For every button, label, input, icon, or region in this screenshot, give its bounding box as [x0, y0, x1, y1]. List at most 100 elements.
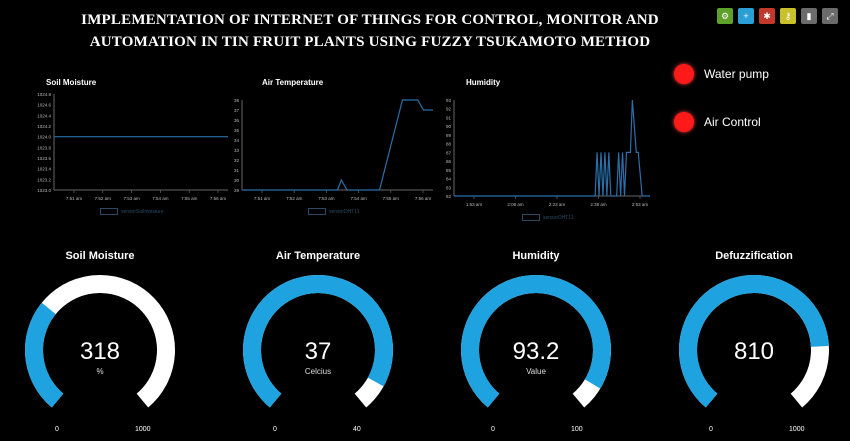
humidity-gauge: Humidity 93.2 Value 0 100: [446, 250, 626, 440]
y-tick-label: 30: [234, 178, 240, 183]
gauge-fill: [461, 275, 611, 408]
key-icon[interactable]: ⚷: [780, 8, 796, 24]
y-tick-label: 1024.8: [37, 92, 51, 97]
y-tick-label: 1024.2: [37, 124, 51, 129]
x-tick-label: 2:23 am: [549, 202, 566, 207]
gauge-min-label: 0: [273, 426, 277, 433]
settings-icon[interactable]: ✱: [759, 8, 775, 24]
chart-plot: 1024.8 1024.6 1024.4 1024.2 1024.0 1023.8 1023…: [37, 92, 228, 201]
gauge-fill: [25, 302, 64, 408]
gauge-fill: [243, 275, 393, 408]
gauge-max-label: 100: [571, 426, 583, 433]
gauge-value: 37: [304, 338, 332, 365]
y-tick-label: 1024.6: [37, 103, 51, 108]
x-tick-label: 7:56 am: [210, 196, 227, 201]
gauge-value: 318: [79, 338, 121, 365]
legend-label: sensorDHT11: [329, 208, 360, 215]
y-tick-label: 1023.6: [37, 156, 51, 161]
gauge-min-label: 0: [709, 426, 713, 433]
y-tick-label: 32: [234, 158, 240, 163]
legend-swatch: [100, 208, 118, 215]
gauge-max-label: 40: [353, 426, 361, 433]
x-tick-label: 1:53 am: [466, 202, 483, 207]
gauge-dial: [461, 275, 611, 408]
y-tick-label: 35: [234, 128, 240, 133]
humidity-chart-title: Humidity: [466, 78, 501, 87]
gauge-unit: Value: [526, 367, 546, 376]
water-pump-indicator: [674, 64, 694, 84]
y-tick-label: 87: [446, 150, 452, 155]
y-tick-label: 1023.8: [37, 145, 51, 150]
air-temperature-gauge: Air Temperature 37 Celcius 0 40: [228, 250, 408, 440]
gauge-title: Soil Moisture: [65, 250, 135, 262]
y-tick-label: 38: [234, 98, 240, 103]
y-tick-label: 34: [234, 138, 240, 143]
y-tick-label: 1024.4: [37, 113, 51, 118]
gauge-title: Humidity: [512, 250, 560, 262]
gauge-max-label: 1000: [789, 426, 805, 433]
y-tick-label: 1023.0: [37, 188, 51, 193]
air-control-status: Air Control: [674, 112, 761, 132]
y-tick-label: 91: [446, 115, 452, 120]
plus-icon[interactable]: +: [738, 8, 754, 24]
x-tick-label: 7:51 am: [254, 196, 271, 201]
gauge-max-label: 1000: [135, 426, 151, 433]
gauge-dial: [25, 275, 175, 408]
x-tick-label: 2:38 am: [590, 202, 607, 207]
series-line: [242, 99, 433, 191]
gear-icon[interactable]: ⚙: [717, 8, 733, 24]
chart-legend: sensorDHT11: [522, 214, 573, 221]
x-tick-label: 7:52 am: [286, 196, 303, 201]
page-title-line1: IMPLEMENTATION OF INTERNET OF THINGS FOR…: [81, 12, 659, 28]
gauge-value: 93.2: [512, 338, 560, 365]
series-line: [454, 99, 650, 197]
x-tick-label: 7:53 am: [318, 196, 335, 201]
y-tick-label: 84: [446, 177, 452, 182]
x-tick-label: 7:54 am: [152, 196, 169, 201]
water-pump-status: Water pump: [674, 64, 769, 84]
gauge-dial: [243, 275, 393, 408]
air-temperature-chart-title: Air Temperature: [262, 78, 324, 87]
gauge-unit: %: [96, 367, 104, 376]
gauge-min-label: 0: [55, 426, 59, 433]
x-tick-label: 2:08 am: [507, 202, 524, 207]
water-pump-label: Water pump: [704, 67, 769, 81]
x-tick-label: 7:52 am: [95, 196, 112, 201]
toolbar: ⚙ + ✱ ⚷ ▮ ⤢: [717, 8, 838, 24]
x-tick-label: 7:54 am: [350, 196, 367, 201]
legend-swatch: [308, 208, 326, 215]
air-temperature-chart: Air Temperature 38 37 36 35 34 33 32 31 30 29 7:51…: [228, 72, 443, 232]
humidity-chart: Humidity 93 92 91 90 89 88 87 86 85 84 83 82 1:53 am…: [440, 72, 660, 232]
y-tick-label: 83: [446, 185, 452, 190]
x-tick-label: 7:51 am: [66, 196, 83, 201]
y-tick-label: 88: [446, 142, 452, 147]
x-tick-label: 2:53 am: [632, 202, 649, 207]
chart-legend: sensorSoilmoisture: [100, 208, 164, 215]
gauge-fill: [679, 275, 829, 408]
fullscreen-icon[interactable]: ⤢: [822, 8, 838, 24]
x-tick-label: 7:56 am: [415, 196, 432, 201]
legend-swatch: [522, 214, 540, 221]
x-tick-label: 7:53 am: [123, 196, 140, 201]
lock-icon[interactable]: ▮: [801, 8, 817, 24]
air-control-label: Air Control: [704, 115, 761, 129]
y-tick-label: 90: [446, 124, 452, 129]
y-tick-label: 1024.0: [37, 135, 51, 140]
y-tick-label: 37: [234, 108, 240, 113]
y-tick-label: 36: [234, 118, 240, 123]
soil-moisture-chart-title: Soil Moisture: [46, 78, 97, 87]
x-tick-label: 7:55 am: [181, 196, 198, 201]
gauge-value: 810: [733, 338, 775, 365]
gauge-dial: [679, 275, 829, 408]
y-tick-label: 1023.4: [37, 167, 51, 172]
y-tick-label: 1023.2: [37, 177, 51, 182]
gauge-title: Defuzzification: [715, 250, 793, 262]
y-tick-label: 85: [446, 168, 452, 173]
chart-plot: 93 92 91 90 89 88 87 86 85 84 83 82 1:53 am 2:08 am 2:…: [446, 98, 650, 207]
chart-legend: sensorDHT11: [308, 208, 359, 215]
page-title-line2: AUTOMATION IN TIN FRUIT PLANTS USING FUZ…: [89, 34, 651, 50]
y-tick-label: 92: [446, 107, 452, 112]
soil-moisture-chart: Soil Moisture 1024.8 1024.6 1024.4 1024.2 10…: [30, 72, 235, 232]
y-tick-label: 82: [446, 194, 452, 199]
legend-label: sensorSoilmoisture: [121, 208, 164, 215]
